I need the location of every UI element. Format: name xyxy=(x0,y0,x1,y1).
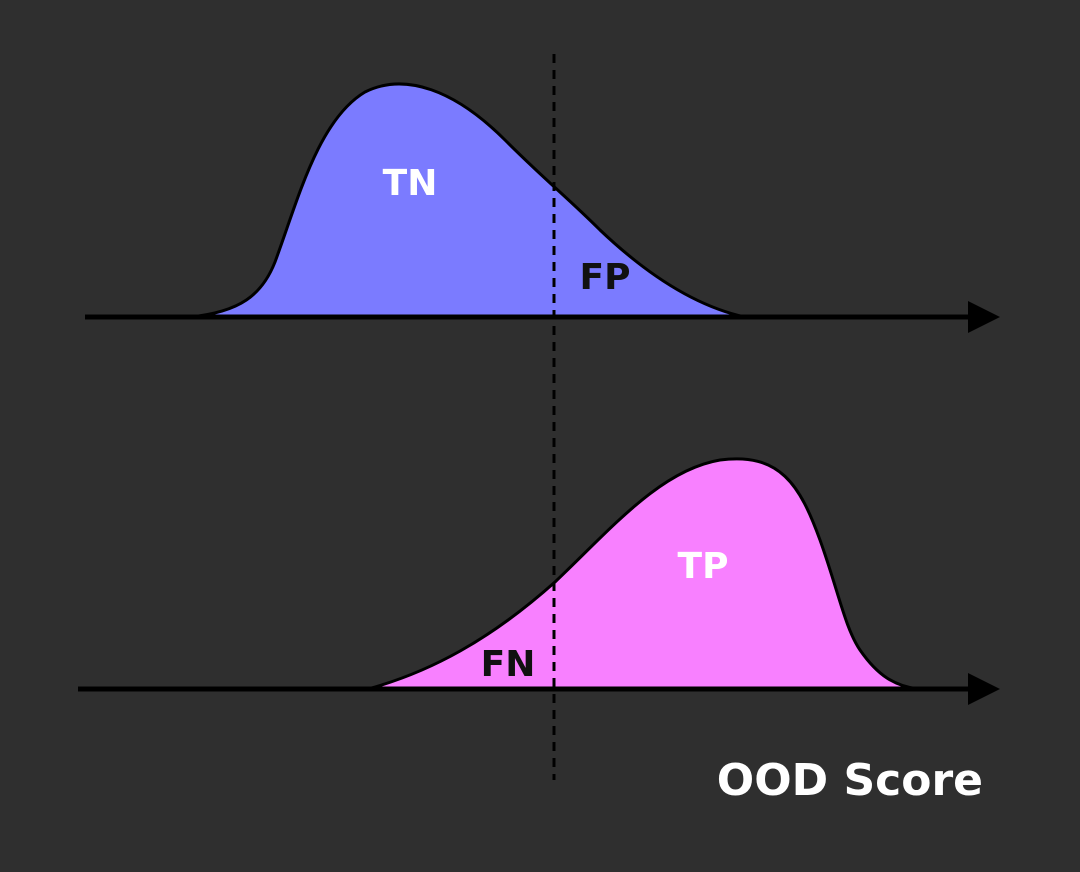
in-distribution-curve-group: TN FP xyxy=(188,82,747,319)
ood-curve-group: FN TP xyxy=(366,457,920,691)
top-axis-arrowhead-icon xyxy=(968,301,1000,333)
top-axis xyxy=(85,301,1000,333)
ood-density-curve xyxy=(366,457,920,691)
bottom-axis xyxy=(78,673,1000,705)
fn-label: FN xyxy=(481,644,536,685)
tn-label: TN xyxy=(383,163,438,204)
bottom-axis-arrowhead-icon xyxy=(968,673,1000,705)
tp-label: TP xyxy=(678,546,729,587)
fp-label: FP xyxy=(580,257,631,298)
x-axis-label: OOD Score xyxy=(717,755,983,806)
in-distribution-density-curve xyxy=(188,82,747,319)
